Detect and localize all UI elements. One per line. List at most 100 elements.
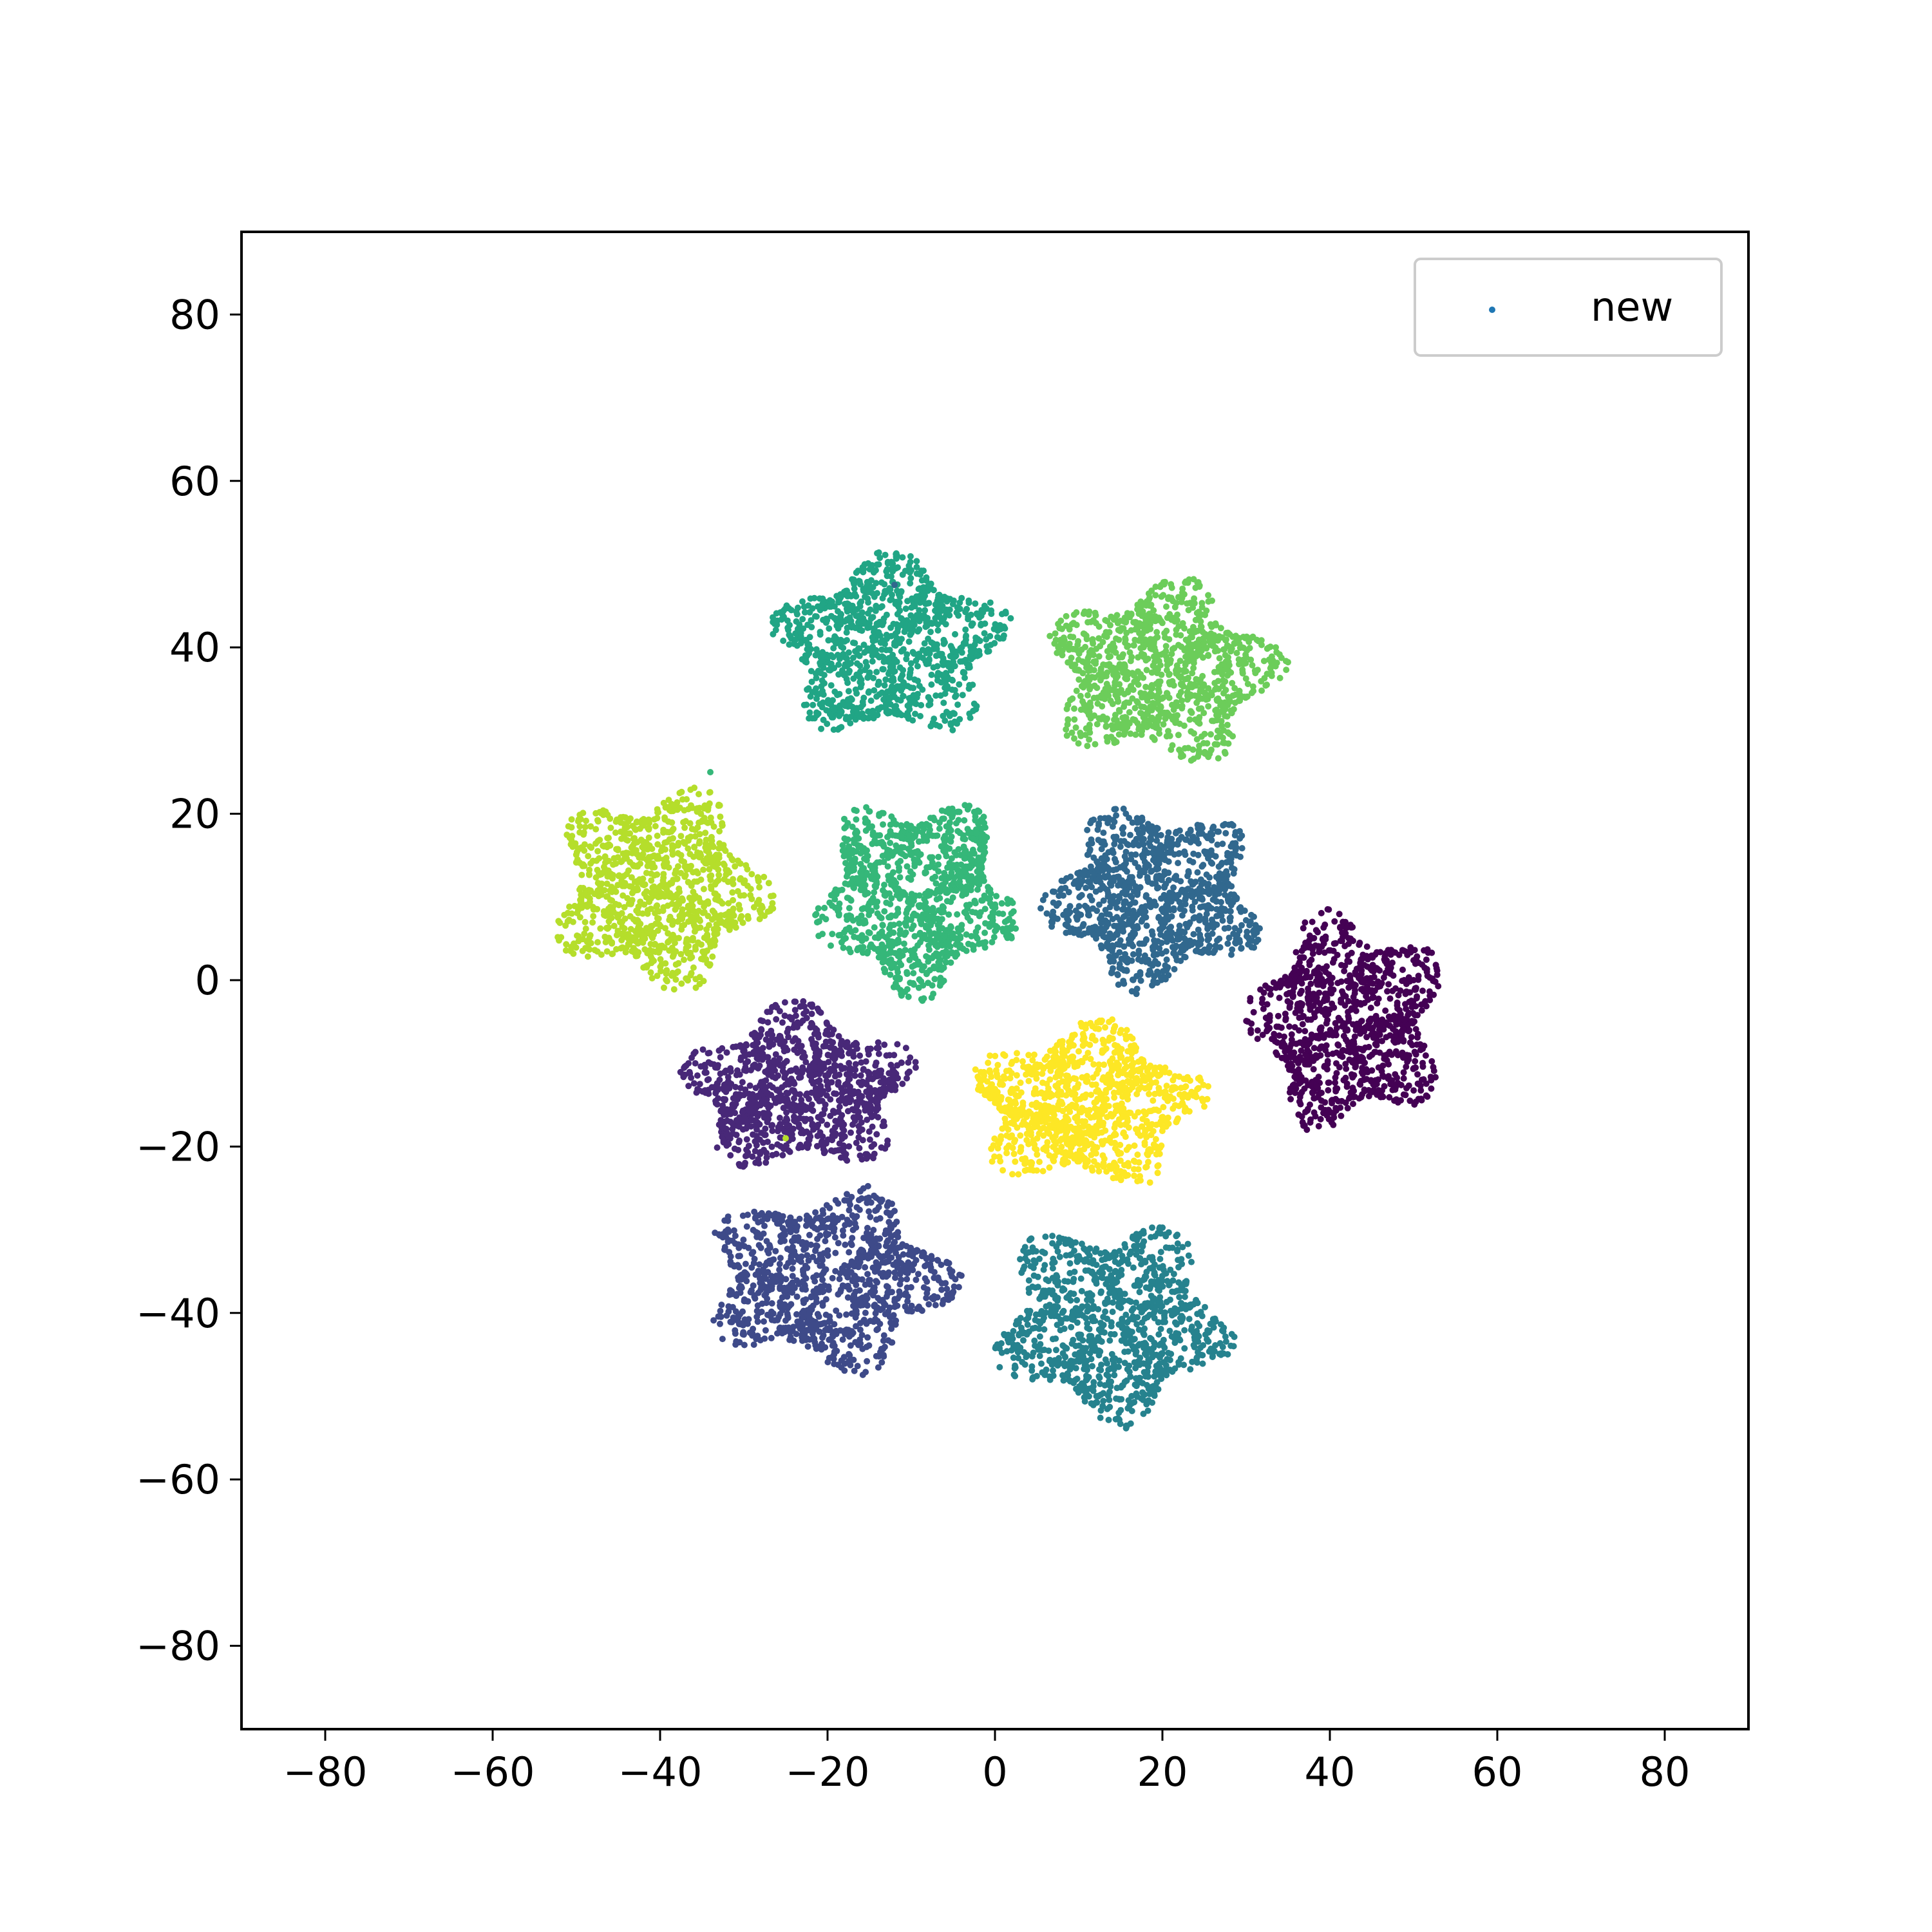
scatter-point (896, 607, 904, 614)
scatter-point (940, 699, 947, 706)
scatter-point (914, 958, 922, 965)
scatter-point (973, 829, 980, 837)
scatter-point (1077, 732, 1084, 739)
scatter-point (661, 944, 668, 951)
scatter-point (1209, 919, 1216, 925)
scatter-point (864, 663, 871, 670)
scatter-point (1171, 874, 1179, 881)
scatter-point (935, 612, 942, 619)
scatter-point (1158, 671, 1165, 678)
scatter-point (799, 598, 806, 605)
scatter-point (862, 593, 868, 600)
scatter-point (844, 836, 851, 843)
scatter-point (917, 571, 923, 578)
scatter-point (690, 853, 697, 860)
scatter-point (841, 672, 848, 679)
scatter-point (665, 797, 672, 804)
scatter-point (831, 603, 838, 610)
scatter-point (817, 659, 824, 667)
scatter-point (881, 682, 888, 689)
scatter-point (888, 558, 895, 565)
scatter-point (911, 910, 918, 917)
scatter-point (623, 871, 630, 878)
scatter-point (1142, 863, 1149, 870)
scatter-point (1215, 755, 1222, 762)
scatter-point (927, 967, 933, 974)
scatter-point (894, 587, 900, 594)
scatter-point (735, 902, 743, 909)
scatter-point (956, 681, 963, 688)
scatter-point (693, 806, 700, 813)
scatter-point (706, 961, 714, 968)
scatter-point (756, 916, 763, 923)
scatter-point (846, 667, 853, 674)
scatter-point (672, 961, 679, 968)
scatter-point (878, 928, 886, 935)
scatter-point (881, 882, 887, 888)
scatter-point (815, 905, 822, 912)
scatter-point (907, 660, 914, 667)
scatter-point (1108, 734, 1115, 741)
scatter-point (583, 817, 589, 824)
scatter-point (940, 712, 947, 719)
scatter-point (1075, 656, 1082, 663)
scatter-point (685, 806, 692, 813)
scatter-point (880, 696, 887, 703)
scatter-point (936, 650, 943, 658)
scatter-point (562, 947, 569, 954)
scatter-point (1225, 694, 1231, 701)
scatter-point (777, 609, 784, 616)
scatter-point (963, 931, 970, 938)
scatter-point (1204, 740, 1211, 747)
scatter-point (1264, 645, 1271, 652)
scatter-point (888, 813, 895, 820)
scatter-point (918, 577, 925, 584)
scatter-point (687, 786, 694, 793)
scatter-point (1133, 923, 1141, 930)
scatter-point (1046, 632, 1054, 639)
scatter-point (663, 967, 670, 974)
scatter-point (714, 925, 721, 933)
scatter-point (1068, 729, 1075, 736)
scatter-point (648, 870, 654, 877)
scatter-point (1220, 646, 1227, 653)
scatter-point (824, 721, 831, 727)
scatter-point (900, 940, 907, 947)
scatter-point (1227, 843, 1235, 850)
scatter-point (910, 970, 917, 977)
scatter-point (629, 843, 636, 849)
scatter-point (1095, 635, 1103, 642)
scatter-point (1171, 966, 1178, 972)
scatter-point (1094, 694, 1101, 701)
scatter-point (1205, 652, 1211, 659)
scatter-point (1004, 896, 1011, 903)
scatter-point (899, 554, 906, 561)
scatter-point (909, 963, 916, 970)
scatter-point (816, 690, 822, 697)
scatter-point (1224, 672, 1231, 679)
scatter-point (681, 824, 688, 831)
scatter-point (669, 917, 676, 924)
scatter-point (934, 943, 941, 951)
scatter-point (1226, 821, 1233, 828)
scatter-point (848, 696, 855, 703)
scatter-point (594, 838, 601, 844)
scatter-point (949, 648, 956, 655)
scatter-point (828, 661, 835, 668)
scatter-point (629, 889, 636, 896)
scatter-point (1170, 716, 1177, 723)
scatter-point (1001, 926, 1008, 933)
scatter-point (876, 832, 884, 839)
scatter-point (893, 658, 900, 665)
scatter-point (1134, 625, 1141, 632)
scatter-point (1189, 683, 1196, 690)
scatter-point (1093, 878, 1100, 885)
scatter-point (1146, 900, 1153, 906)
scatter-point (835, 671, 842, 678)
scatter-point (914, 654, 922, 661)
scatter-point (1052, 630, 1059, 637)
scatter-point (1156, 848, 1163, 855)
scatter-point (1130, 929, 1137, 936)
scatter-point (583, 893, 591, 900)
scatter-point (811, 613, 819, 620)
